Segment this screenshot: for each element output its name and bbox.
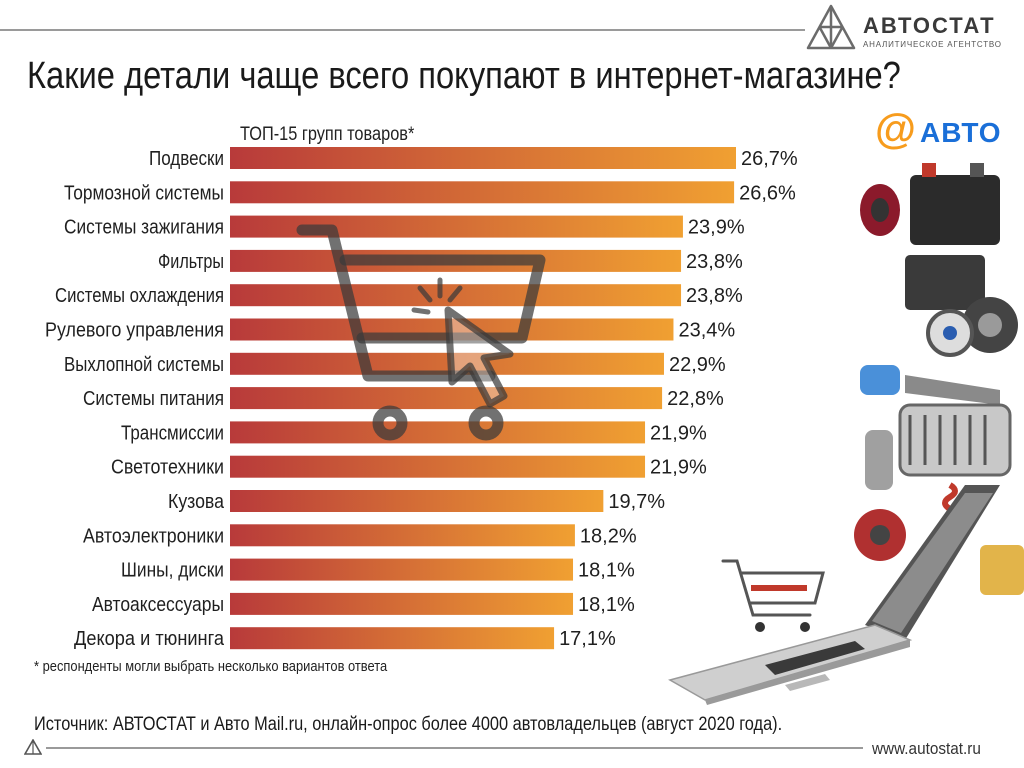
auto-parts-image — [850, 155, 1024, 605]
chart-subtitle: ТОП-15 групп товаров* — [240, 124, 415, 145]
value-label: 17,1% — [559, 628, 616, 650]
value-label: 23,9% — [688, 217, 745, 239]
bar — [230, 524, 575, 547]
category-label: Рулевого управления — [45, 320, 224, 342]
bar — [230, 490, 604, 512]
bar — [230, 592, 574, 615]
value-label: 18,1% — [578, 594, 635, 616]
category-label: Декора и тюнинга — [74, 628, 225, 650]
bar — [230, 421, 646, 444]
bottom-divider — [46, 747, 863, 749]
category-label: Шины, диски — [121, 560, 224, 582]
bar — [230, 147, 736, 169]
value-label: 23,8% — [686, 251, 743, 273]
bar — [230, 215, 683, 238]
cart-cursor-watermark — [290, 218, 550, 448]
autostat-logo-mark — [806, 4, 856, 50]
autostat-logo-name: АВТОСТАТ — [863, 13, 996, 38]
mail-auto-logo: @ АВТО — [875, 108, 1005, 151]
value-label: 21,9% — [650, 422, 707, 444]
category-label: Кузова — [168, 491, 225, 513]
category-label: Тормозной системы — [64, 182, 224, 204]
category-label: Автоаксессуары — [92, 594, 224, 616]
category-label: Системы зажигания — [64, 217, 224, 239]
autostat-logo-tagline: АНАЛИТИЧЕСКОЕ АГЕНТСТВО — [863, 40, 1002, 49]
bar — [230, 387, 663, 410]
autostat-small-icon — [24, 739, 42, 755]
source-note: Источник: АВТОСТАТ и Авто Mail.ru, онлай… — [34, 714, 783, 735]
bar — [230, 181, 735, 204]
bar — [230, 627, 555, 650]
mail-at-icon: @ — [875, 105, 916, 152]
value-label: 18,1% — [578, 560, 635, 582]
laptop-with-cart-image — [665, 475, 1010, 705]
footnote: * респонденты могли выбрать несколько ва… — [34, 658, 388, 675]
value-label: 26,6% — [739, 182, 796, 204]
value-label: 23,4% — [678, 320, 735, 342]
category-label: Выхлопной системы — [64, 354, 224, 376]
value-label: 21,9% — [650, 457, 707, 479]
value-label: 22,9% — [669, 354, 726, 376]
value-label: 19,7% — [608, 491, 665, 513]
value-label: 22,8% — [667, 388, 724, 410]
bar-chart: Подвески 26,7% Тормозной системы 26,6% Систе… — [45, 147, 798, 650]
category-label: Системы питания — [83, 388, 224, 410]
top-divider — [0, 29, 805, 31]
category-label: Фильтры — [158, 251, 224, 273]
category-label: Автоэлектроники — [83, 525, 224, 547]
autostat-logo: АВТОСТАТ АНАЛИТИЧЕСКОЕ АГЕНТСТВО — [805, 3, 1005, 55]
category-label: Трансмиссии — [121, 422, 224, 444]
value-label: 26,7% — [741, 148, 798, 170]
category-label: Системы охлаждения — [55, 285, 224, 307]
bar — [230, 455, 646, 478]
value-label: 18,2% — [580, 525, 637, 547]
category-label: Светотехники — [111, 457, 224, 479]
bar — [230, 558, 574, 581]
value-label: 23,8% — [686, 285, 743, 307]
category-label: Подвески — [149, 148, 224, 170]
site-url: www.autostat.ru — [872, 739, 981, 758]
mail-auto-logo-text: АВТО — [920, 117, 1002, 148]
bar — [230, 352, 664, 375]
chart-title: Какие детали чаще всего покупают в интер… — [27, 55, 901, 97]
